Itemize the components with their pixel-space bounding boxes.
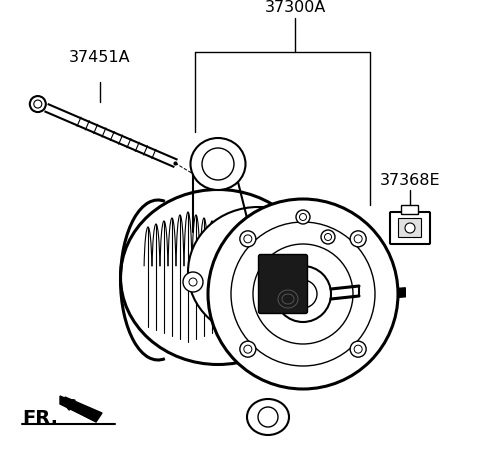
Text: FR.: FR. <box>22 409 58 428</box>
Circle shape <box>321 230 335 244</box>
Circle shape <box>300 213 307 221</box>
Circle shape <box>289 280 317 308</box>
Ellipse shape <box>120 189 315 364</box>
Circle shape <box>183 272 203 292</box>
Circle shape <box>354 235 362 243</box>
Circle shape <box>202 148 234 180</box>
FancyBboxPatch shape <box>390 212 430 244</box>
Circle shape <box>253 244 353 344</box>
Text: 37368E: 37368E <box>380 173 440 188</box>
Ellipse shape <box>191 138 245 190</box>
Polygon shape <box>60 396 100 420</box>
Circle shape <box>350 231 366 247</box>
Polygon shape <box>308 238 405 298</box>
Circle shape <box>240 231 256 247</box>
Ellipse shape <box>188 207 328 337</box>
Circle shape <box>405 223 415 233</box>
Circle shape <box>296 210 310 224</box>
Ellipse shape <box>247 399 289 435</box>
Circle shape <box>231 222 375 366</box>
FancyBboxPatch shape <box>398 218 421 238</box>
Text: 37300A: 37300A <box>264 0 326 15</box>
Circle shape <box>244 345 252 353</box>
Circle shape <box>354 345 362 353</box>
Polygon shape <box>65 397 102 422</box>
Circle shape <box>244 235 252 243</box>
Circle shape <box>350 341 366 357</box>
Circle shape <box>208 199 398 389</box>
FancyBboxPatch shape <box>259 254 308 313</box>
FancyBboxPatch shape <box>401 206 419 215</box>
Circle shape <box>240 341 256 357</box>
Circle shape <box>30 96 46 112</box>
Circle shape <box>189 278 197 286</box>
Circle shape <box>324 234 332 240</box>
Circle shape <box>258 407 278 427</box>
Circle shape <box>275 266 331 322</box>
Text: 37451A: 37451A <box>69 50 131 65</box>
Circle shape <box>34 100 42 108</box>
